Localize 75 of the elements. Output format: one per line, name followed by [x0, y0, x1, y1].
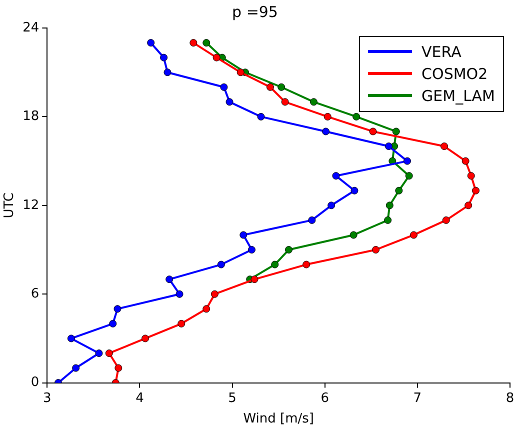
point — [386, 202, 394, 210]
y-tick-label: 0 — [30, 375, 40, 390]
x-tick-label: 3 — [43, 390, 52, 406]
point — [392, 128, 400, 136]
y-axis-title: UTC — [2, 192, 18, 218]
point — [164, 68, 172, 76]
point — [324, 112, 332, 120]
point — [372, 246, 380, 254]
chart-title: p =95 — [232, 2, 278, 21]
point — [236, 68, 244, 76]
point — [384, 142, 392, 150]
point — [109, 320, 117, 328]
point — [285, 246, 293, 254]
point — [308, 216, 316, 224]
legend-label: VERA — [422, 43, 462, 61]
y-tick-label: 12 — [22, 198, 40, 213]
point — [440, 142, 448, 150]
x-tick-label: 5 — [228, 390, 236, 406]
point — [95, 349, 103, 357]
point — [202, 39, 210, 47]
point — [310, 98, 318, 106]
point — [350, 231, 358, 239]
x-tick-label: 4 — [136, 390, 144, 406]
point — [281, 98, 289, 106]
point — [67, 334, 75, 342]
point — [350, 186, 358, 194]
point — [114, 364, 122, 372]
point — [210, 290, 218, 298]
point — [462, 157, 470, 165]
point — [403, 157, 411, 165]
point — [220, 83, 228, 91]
point — [369, 128, 377, 136]
y-tick-label: 6 — [30, 286, 40, 302]
point — [302, 260, 310, 268]
point — [105, 349, 113, 357]
point — [278, 83, 286, 91]
point — [226, 98, 234, 106]
point — [212, 54, 220, 62]
point — [332, 172, 340, 180]
point — [271, 260, 279, 268]
point — [352, 112, 360, 120]
point — [160, 54, 168, 62]
point — [250, 276, 258, 284]
point — [190, 39, 198, 47]
point — [178, 320, 186, 328]
point — [472, 186, 480, 194]
x-tick-label: 7 — [413, 390, 422, 406]
point — [410, 231, 418, 239]
point — [442, 216, 450, 224]
x-tick-label: 6 — [320, 390, 329, 406]
point — [142, 334, 150, 342]
point — [467, 172, 475, 180]
point — [405, 172, 413, 180]
point — [147, 39, 155, 47]
point — [464, 202, 472, 210]
y-tick-label: 24 — [22, 20, 40, 36]
point — [240, 231, 248, 239]
point — [217, 260, 225, 268]
point — [328, 202, 336, 210]
legend-label: GEM_LAM — [422, 87, 495, 105]
point — [202, 305, 210, 313]
point — [72, 364, 80, 372]
point — [176, 290, 184, 298]
x-axis-title: Wind [m/s] — [243, 412, 314, 427]
point — [384, 216, 392, 224]
point — [114, 305, 122, 313]
point — [322, 128, 330, 136]
point — [257, 112, 265, 120]
point — [166, 276, 174, 284]
y-tick-label: 18 — [22, 109, 40, 124]
point — [395, 186, 403, 194]
x-tick-label: 8 — [506, 390, 514, 406]
point — [248, 246, 256, 254]
point — [266, 83, 274, 91]
legend-label: COSMO2 — [422, 65, 488, 83]
